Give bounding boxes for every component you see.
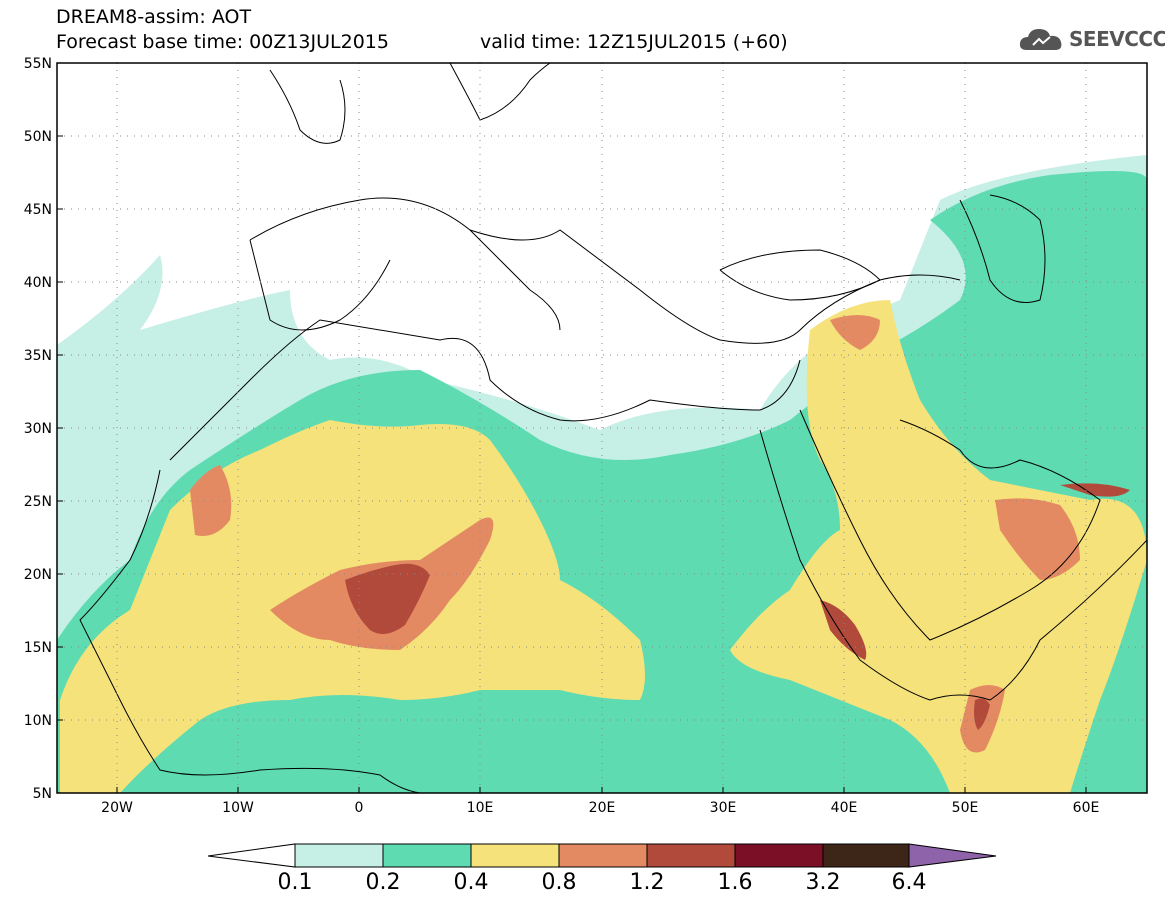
coastline-iberia	[249, 239, 391, 331]
lat-label: 20N	[24, 567, 52, 583]
latitude-labels: 55N 50N 45N 40N 35N 30N 25N 20N 15N 10N …	[24, 56, 52, 802]
colorbar-swatch	[646, 843, 736, 868]
lon-label: 10W	[222, 800, 254, 816]
colorbar-over-arrow	[908, 843, 997, 868]
coastline-scandinavia	[449, 63, 551, 121]
aot-band-0-8-west	[190, 465, 232, 536]
colorbar-swatch	[558, 843, 648, 868]
colorbar	[207, 843, 997, 868]
aot-band-0-8-arabia	[995, 498, 1080, 580]
lat-label: 50N	[24, 129, 52, 145]
aot-band-1-2-gulf	[1060, 483, 1130, 497]
lat-label: 25N	[24, 494, 52, 510]
coastline-red-sea	[759, 429, 1147, 701]
lat-label: 5N	[33, 786, 52, 802]
lon-label: 40E	[831, 800, 858, 816]
coastline-uk	[269, 69, 346, 144]
axis-ticks	[57, 62, 1087, 793]
lon-label: 20E	[589, 800, 616, 816]
aot-band-1-2	[345, 563, 430, 634]
colorbar-label: 0.1	[277, 870, 313, 895]
lon-label: 10E	[467, 800, 494, 816]
seevccc-logo: SEEVCCC	[1017, 24, 1165, 54]
colorbar-label: 0.2	[365, 870, 401, 895]
aot-band-1-2-redsea	[820, 600, 867, 660]
colorbar-label: 0.8	[541, 870, 577, 895]
valid-time: valid time: 12Z15JUL2015 (+60)	[480, 31, 788, 53]
colorbar-label: 0.4	[453, 870, 489, 895]
colorbar-label: 6.4	[891, 870, 927, 895]
logo-text: SEEVCCC	[1069, 27, 1165, 51]
lon-label: 60E	[1073, 800, 1100, 816]
lon-label: 50E	[952, 800, 979, 816]
coastline-italy	[469, 229, 561, 331]
colorbar-swatch	[382, 843, 472, 868]
colorbar-under-arrow	[207, 843, 296, 868]
graticule	[57, 63, 1147, 793]
coastline-arabia	[799, 409, 1101, 641]
colorbar-swatch	[470, 843, 560, 868]
lat-label: 10N	[24, 713, 52, 729]
lat-label: 35N	[24, 348, 52, 364]
map-title: DREAM8-assim: AOT	[56, 6, 252, 28]
colorbar-label: 3.2	[805, 870, 841, 895]
aot-band-1-2-somalia	[974, 698, 990, 730]
lat-label: 55N	[24, 56, 52, 72]
coastlines	[79, 63, 1147, 793]
lat-label: 40N	[24, 275, 52, 291]
lon-label: 0	[355, 800, 364, 816]
coastline-north-africa	[169, 319, 801, 461]
coastline-black-sea	[719, 249, 881, 301]
colorbar-label: 1.6	[717, 870, 753, 895]
lon-label: 30E	[710, 800, 737, 816]
lat-label: 45N	[24, 202, 52, 218]
colorbar-swatch	[734, 843, 824, 868]
colorbar-label: 1.2	[629, 870, 665, 895]
coastline-europe	[249, 197, 961, 344]
forecast-base-time: Forecast base time: 00Z13JUL2015	[56, 31, 389, 53]
coastline-africa	[79, 469, 421, 793]
aot-band-0-8-levant	[830, 315, 880, 350]
lat-label: 15N	[24, 640, 52, 656]
lon-label: 20W	[101, 800, 133, 816]
cloud-icon	[1019, 29, 1062, 50]
colorbar-swatch	[822, 843, 910, 868]
colorbar-swatch	[294, 843, 384, 868]
coastline-caspian	[959, 194, 1046, 303]
longitude-labels: 20W 10W 0 10E 20E 30E 40E 50E 60E	[101, 800, 1099, 816]
lat-label: 30N	[24, 421, 52, 437]
aot-band-0-4-east	[730, 300, 1147, 793]
